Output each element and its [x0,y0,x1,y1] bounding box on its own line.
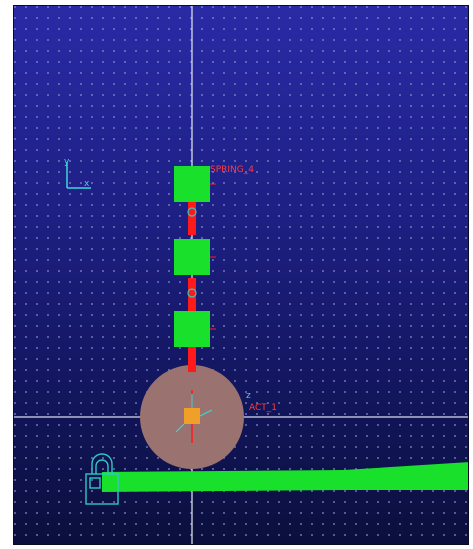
body-spring-top[interactable] [174,166,210,202]
model-viewport[interactable]: y x z ACT_1 [13,5,469,545]
wheel-triad-z: z [246,391,251,401]
scene-canvas[interactable]: y x z ACT_1 [14,6,469,545]
grid-overlay [14,6,469,545]
joint-3[interactable] [188,346,196,372]
marker-icon[interactable] [184,408,200,424]
body-spring-bottom[interactable] [174,311,210,347]
body-spring-middle[interactable] [174,239,210,275]
spring-label: SPRING_4 [210,165,254,175]
svg-text:x: x [84,179,90,189]
joint-1[interactable] [188,201,196,235]
svg-text:y: y [64,157,70,167]
wheel-label: ACT_1 [249,403,277,413]
